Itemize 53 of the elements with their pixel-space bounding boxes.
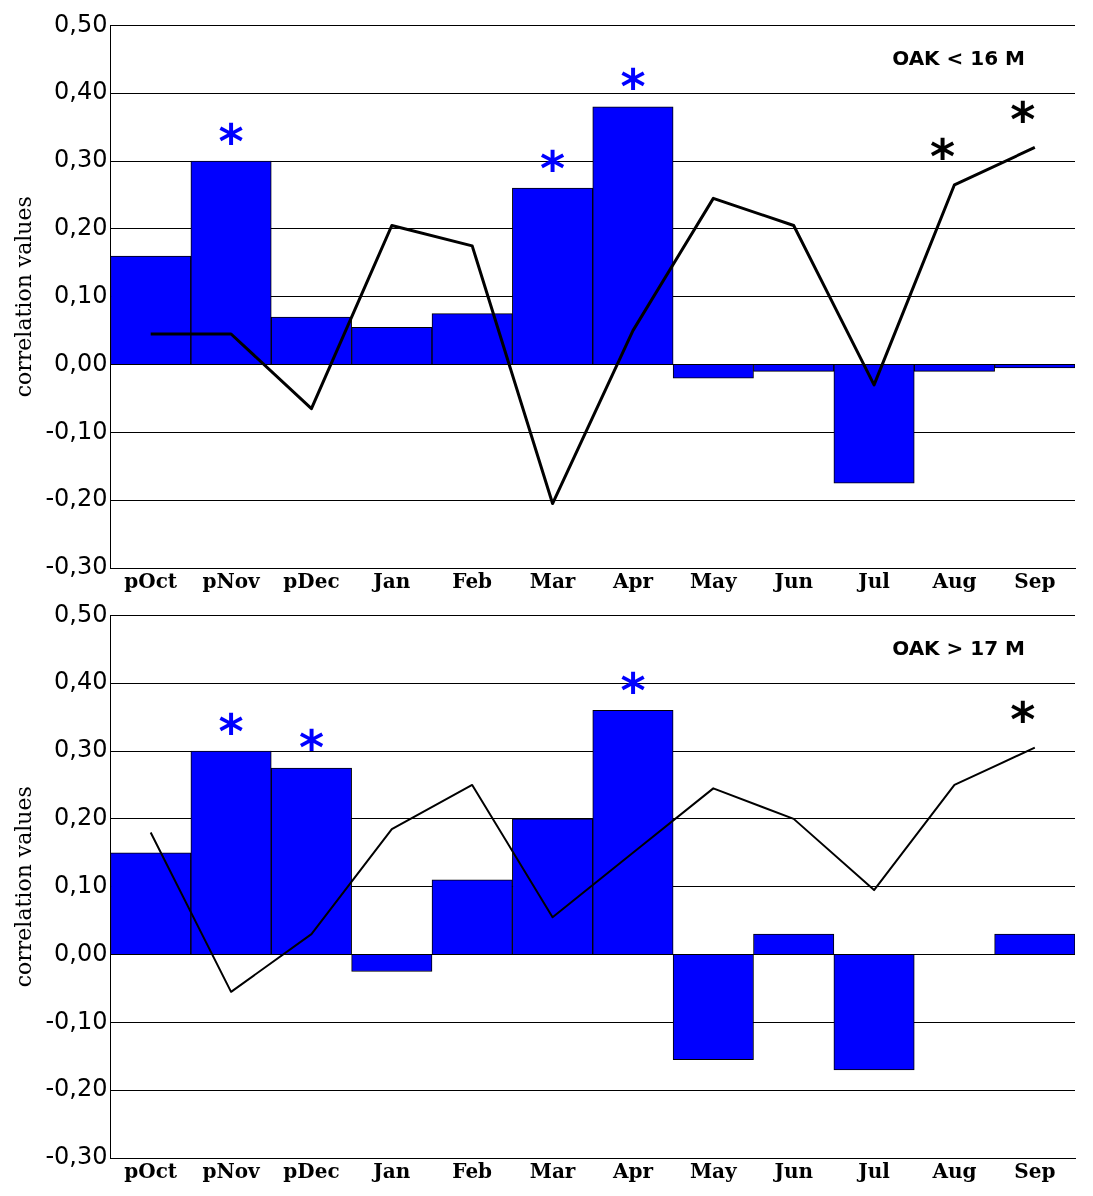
y-tick-label: 0,50 — [54, 9, 108, 38]
y-tick-label: 0,00 — [54, 348, 108, 377]
y-tick-label: 0,30 — [54, 145, 108, 174]
y-tick-label: -0,30 — [45, 1142, 108, 1171]
x-tick-label: May — [689, 1159, 739, 1184]
x-tick-label: Aug — [931, 569, 977, 594]
y-tick-label: -0,20 — [45, 1074, 108, 1103]
x-tick-label: pNov — [202, 569, 262, 594]
annotation: * — [1010, 90, 1036, 147]
y-tick-label: 0,10 — [54, 280, 108, 309]
x-tick-label: pOct — [124, 569, 178, 594]
y-tick-label: -0,30 — [45, 552, 108, 581]
annotation: * — [620, 58, 646, 115]
x-tick-label: Sep — [1014, 569, 1056, 594]
annotation: * — [218, 112, 244, 169]
y-tick-label: -0,10 — [45, 416, 108, 445]
y-tick-label: 0,20 — [54, 213, 108, 242]
y-tick-label: 0,40 — [54, 667, 108, 696]
y-tick-label: 0,50 — [54, 599, 108, 628]
x-tick-label: Feb — [452, 1159, 493, 1184]
x-tick-label: Aug — [931, 1159, 977, 1184]
x-tick-label: Jul — [856, 1159, 891, 1184]
x-tick-label: Apr — [611, 1159, 654, 1184]
annotation: * — [218, 702, 244, 759]
x-tick-label: Jan — [371, 569, 411, 594]
x-tick-label: Mar — [529, 569, 576, 594]
annotation: * — [1010, 691, 1036, 748]
x-tick-label: pOct — [124, 1159, 178, 1184]
y-tick-label: 0,10 — [54, 870, 108, 899]
text: OAK < 16 M — [892, 45, 1025, 70]
y-tick-label: 0,30 — [54, 735, 108, 764]
x-tick-label: Sep — [1014, 1159, 1056, 1184]
x-tick-label: Jan — [371, 1159, 411, 1184]
x-tick-label: pNov — [202, 1159, 262, 1184]
annotation: * — [929, 128, 955, 185]
x-tick-label: Jun — [772, 569, 814, 594]
x-tick-label: Feb — [452, 569, 493, 594]
y-axis-title: correlation values — [10, 786, 36, 988]
x-tick-label: Jul — [856, 569, 891, 594]
y-tick-label: -0,10 — [45, 1006, 108, 1035]
y-tick-label: 0,00 — [54, 938, 108, 967]
x-tick-label: pDec — [283, 1159, 340, 1184]
annotation: * — [298, 719, 324, 776]
y-tick-label: 0,40 — [54, 77, 108, 106]
x-tick-label: Mar — [529, 1159, 576, 1184]
y-tick-label: 0,20 — [54, 803, 108, 832]
x-tick-label: pDec — [283, 569, 340, 594]
x-tick-label: Apr — [611, 569, 654, 594]
x-tick-label: May — [689, 569, 739, 594]
y-axis-title: correlation values — [10, 196, 36, 398]
x-tick-label: Jun — [772, 1159, 814, 1184]
y-tick-label: -0,20 — [45, 484, 108, 513]
text: OAK > 17 M — [892, 635, 1025, 660]
